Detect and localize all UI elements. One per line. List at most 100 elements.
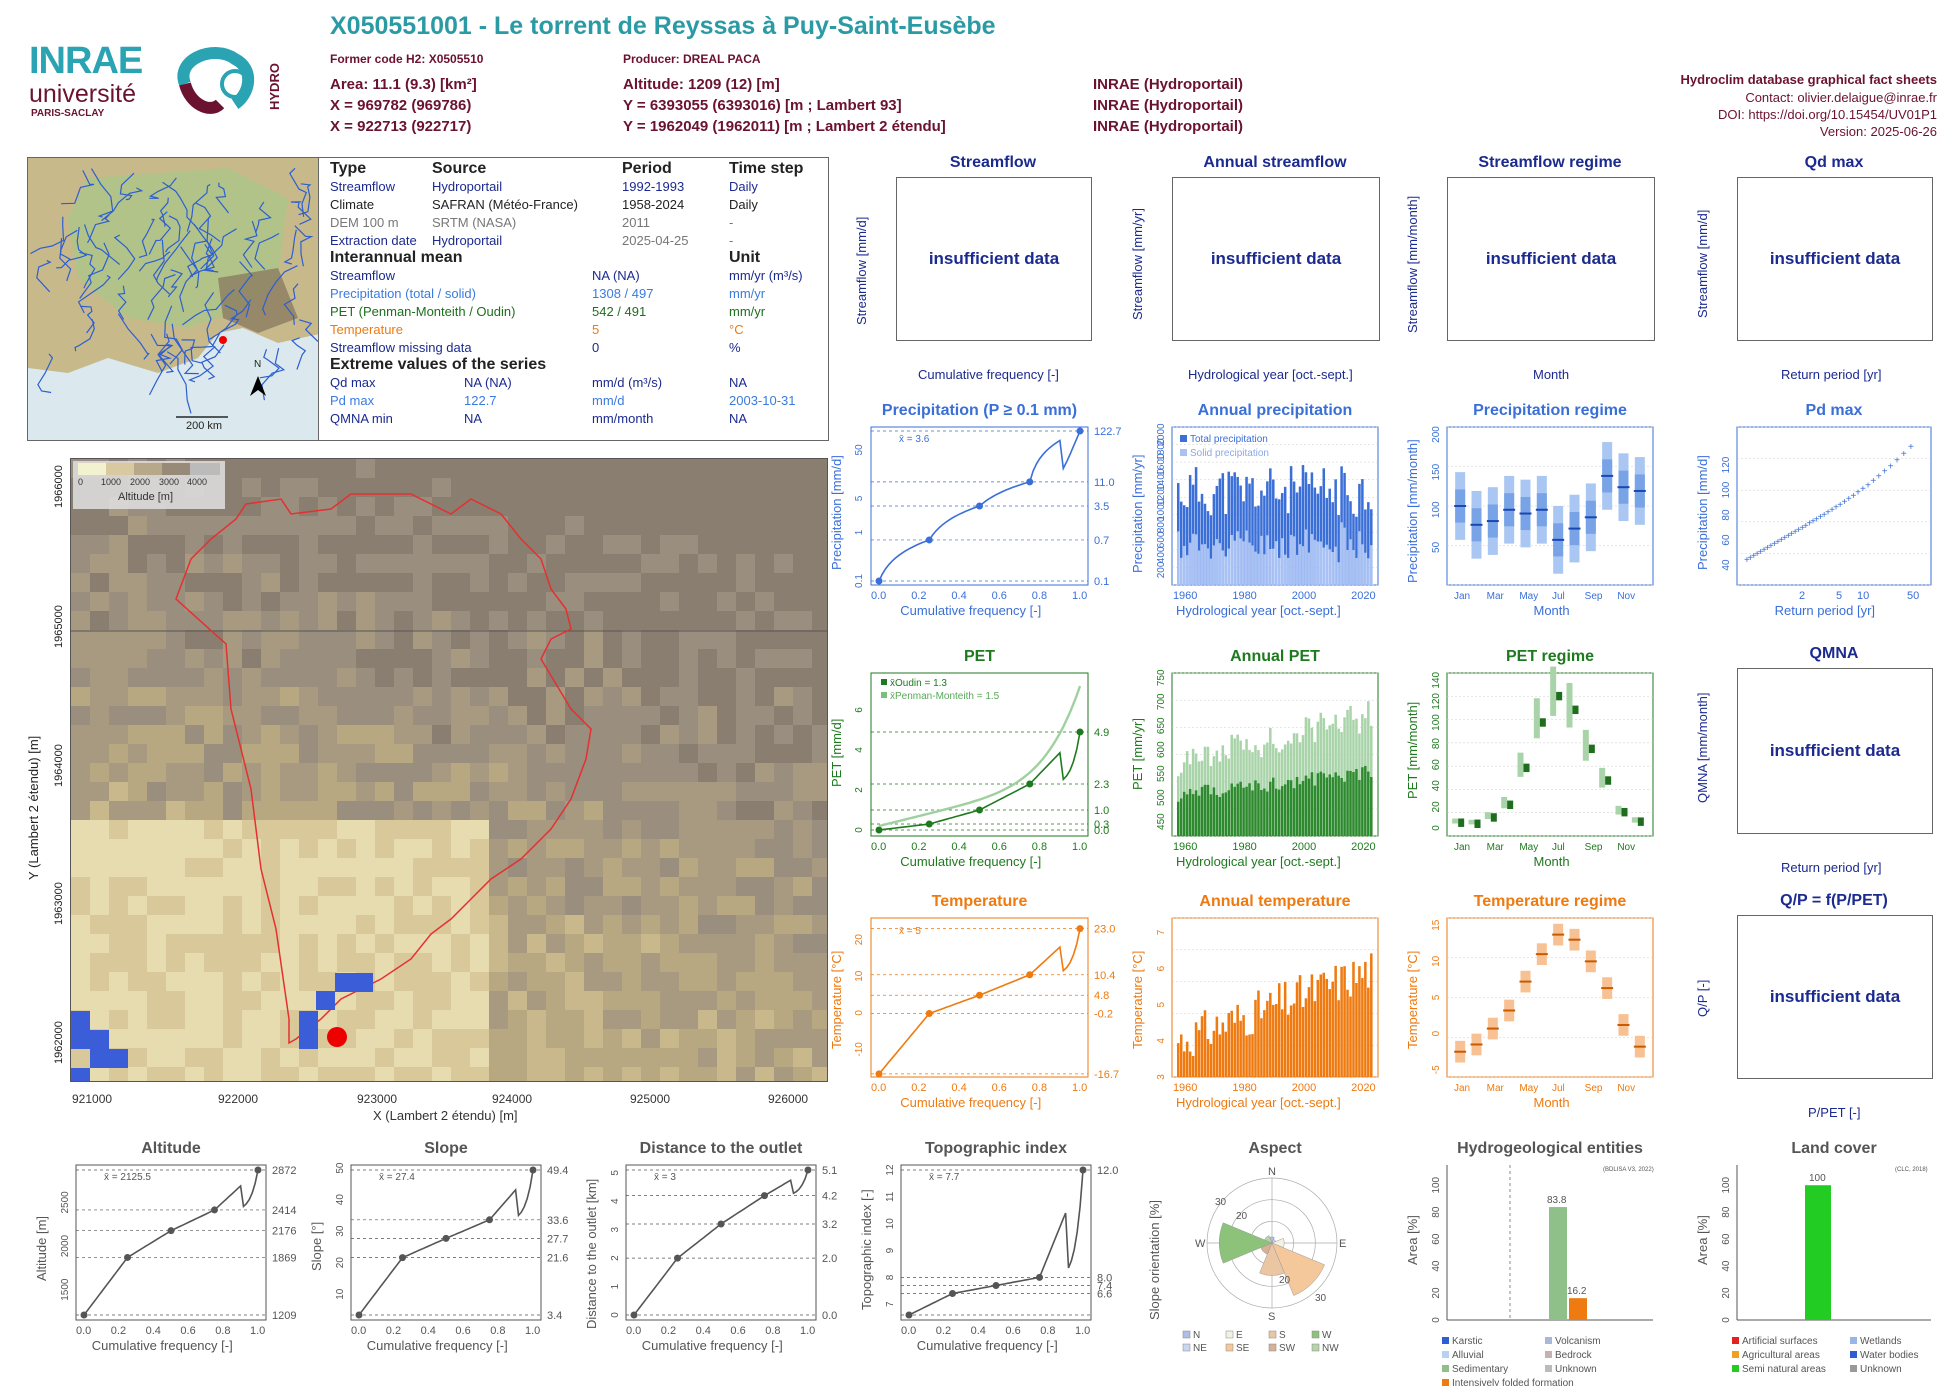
annual-bar: [1177, 1043, 1180, 1077]
x-tick-label: May: [1519, 1083, 1538, 1094]
y-lambert2e: Y = 1962049 (1962011) [m ; Lambert 2 éte…: [623, 118, 946, 135]
legend-swatch: [1732, 1337, 1739, 1344]
annual-bar-oudin: [1179, 798, 1183, 836]
annual-bar: [1334, 965, 1337, 1077]
annual-bar-solid: [1298, 544, 1302, 585]
y-tick-label: 1800: [1156, 438, 1167, 461]
x-tick-label: 0.4: [696, 1325, 711, 1337]
y-tick-label: 50: [1431, 541, 1442, 553]
annual-bar: [1277, 983, 1281, 1077]
y-tick-label: 1: [854, 529, 865, 535]
annual-bar-oudin: [1355, 769, 1358, 836]
y-tick-label: 150: [1431, 463, 1442, 480]
return-point: +: [1837, 500, 1843, 511]
annual-bar: [1206, 1038, 1210, 1077]
y-tick-label: 1500: [60, 1278, 71, 1301]
right-tick-label: 33.6: [547, 1215, 568, 1227]
extreme-value: NA: [464, 411, 483, 426]
annual-bar: [1331, 981, 1334, 1077]
legend-tick: 4000: [187, 477, 208, 487]
y-tick-label: 650: [1156, 717, 1167, 734]
y-tick-label: 1000: [1156, 498, 1167, 521]
y-tick-label: 120: [1721, 456, 1732, 473]
annual-bar-oudin: [1292, 788, 1296, 836]
annual-bar: [1283, 981, 1287, 1077]
bar-value: 16.2: [1567, 1286, 1587, 1297]
y-tick-label: 20: [1721, 1287, 1732, 1299]
annual-bar: [1263, 495, 1266, 585]
return-point: +: [1894, 455, 1900, 466]
annual-bar: [1257, 505, 1260, 585]
regime-box-pm: [1631, 817, 1638, 823]
x-tick-label: 0.4: [951, 841, 966, 853]
x-tick-label: 0.8: [215, 1325, 230, 1337]
x-tick-label: 0.6: [992, 1082, 1007, 1094]
x-tick-label: 0.6: [992, 590, 1007, 602]
panel-title: Annual PET: [1230, 648, 1320, 665]
y-tick-label: 2500: [60, 1191, 71, 1214]
legend-tick: 2000: [130, 477, 151, 487]
right-tick-label: 7.4: [1097, 1280, 1112, 1292]
legend-label: Semi natural areas: [1742, 1364, 1826, 1375]
return-point: +: [1825, 508, 1831, 519]
right-tick-label: 4.2: [822, 1191, 837, 1203]
annual-bar: [1206, 511, 1210, 585]
river-cell: [299, 1011, 318, 1030]
y-tick-label: 20: [1431, 1287, 1442, 1299]
right-tick-label: 2.3: [1094, 779, 1109, 791]
compass-label: E: [1339, 1238, 1346, 1250]
y-tick-label: 100: [1431, 714, 1442, 731]
quantile-point: [875, 1070, 883, 1078]
quantile-point: [529, 1166, 537, 1174]
row-source: SAFRAN (Météo-France): [432, 197, 578, 212]
annual-bar: [1191, 1055, 1195, 1077]
annual-bar-oudin: [1343, 781, 1346, 836]
altitude-legend: 0 1000 2000 3000 4000 Altitude [m]: [73, 461, 225, 509]
annual-bar-solid: [1218, 543, 1222, 585]
area: Area: 11.1 (9.3) [km²]: [330, 76, 477, 93]
altitude: Altitude: 1209 (12) [m]: [623, 76, 780, 93]
panel-xlabel: Month: [1533, 854, 1570, 869]
row-period: 1992-1993: [622, 179, 685, 194]
return-point: +: [1908, 442, 1914, 453]
y-tick-label: 11: [885, 1191, 896, 1202]
annual-bar: [1233, 1022, 1236, 1077]
right-tick-label: 122.7: [1094, 426, 1122, 438]
annual-bar: [1310, 472, 1314, 585]
y-tick-label: 2: [610, 1255, 621, 1261]
annual-bar: [1346, 989, 1349, 1077]
annual-bar-oudin: [1221, 793, 1225, 836]
annual-bar-oudin: [1206, 784, 1210, 836]
x-tick-label: 0.0: [871, 1082, 886, 1094]
annual-bar-oudin: [1358, 779, 1361, 836]
regime-box-pm: [1468, 819, 1475, 825]
annual-bar-solid: [1319, 541, 1323, 585]
x-tick-label: 0.6: [730, 1325, 745, 1337]
annual-bar-solid: [1337, 562, 1340, 585]
extreme-heading: Extreme values of the series: [330, 356, 547, 373]
streamflow-xlabel: Cumulative frequency [-]: [918, 367, 1059, 382]
panel-title: Pd max: [1805, 402, 1863, 419]
annual-bar: [1215, 485, 1219, 585]
x-tick-label: 0.4: [146, 1325, 161, 1337]
right-tick-label: 0.3: [1094, 819, 1109, 831]
extreme-value: NA (NA): [464, 375, 512, 390]
legend-swatch: [1311, 1330, 1320, 1339]
regime-box-oudin: [1605, 776, 1612, 785]
x-tick-label: 0.4: [971, 1325, 986, 1337]
annual-bar-solid: [1331, 552, 1334, 585]
plot-frame: [870, 917, 1089, 1078]
y-tick-label: 750: [1156, 669, 1167, 686]
annual-bar: [1352, 513, 1355, 585]
x-tick-label: 0.2: [911, 841, 926, 853]
annual-bar-oudin: [1298, 784, 1302, 836]
x-tick-label: 5: [1836, 590, 1842, 602]
y-tick-label: 5: [1156, 1002, 1167, 1008]
x-tick-label: 2: [1799, 590, 1805, 602]
x-tick-label: Sep: [1585, 1083, 1603, 1094]
annual-bar-solid: [1277, 557, 1281, 585]
x-tick-label: Sep: [1585, 842, 1603, 853]
extreme-unit: mm/d (m³/s): [592, 375, 663, 390]
quantile-point: [717, 1220, 725, 1228]
doi-link[interactable]: DOI: https://doi.org/10.15454/UV01P1: [1718, 107, 1937, 122]
